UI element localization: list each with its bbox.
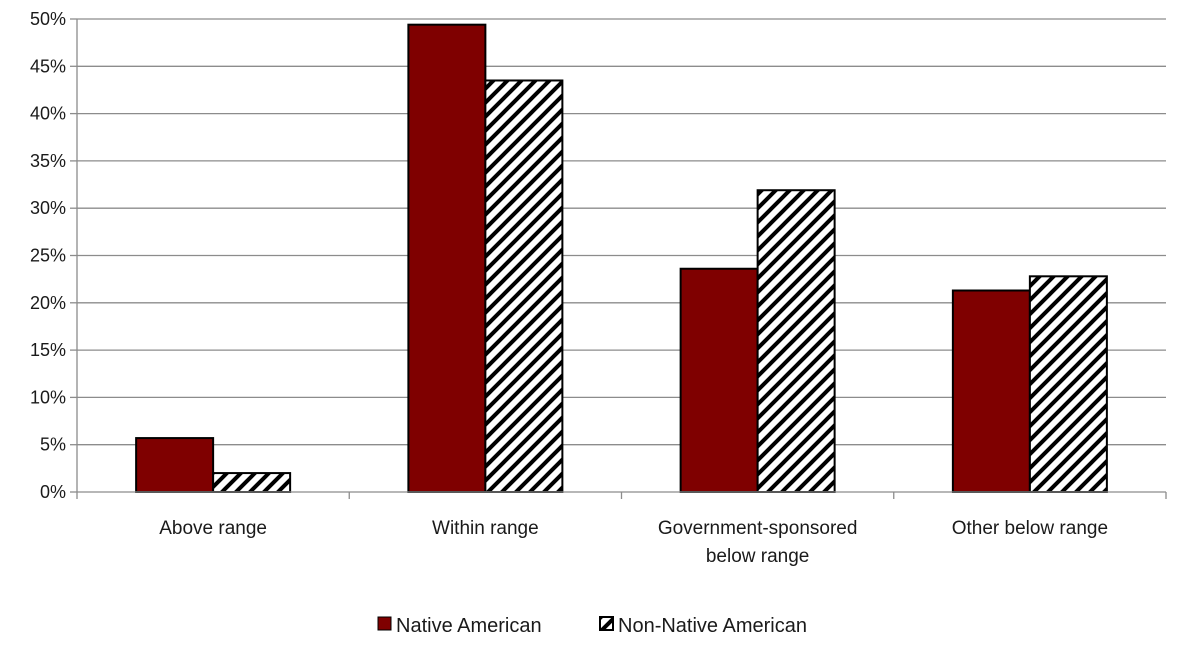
- bar-non-native-american: [1028, 275, 1108, 494]
- bar-native-american: [135, 437, 215, 494]
- y-tick-label: 15%: [30, 340, 66, 360]
- legend-swatch-native-american: [377, 616, 392, 631]
- bar-non-native-american: [756, 189, 836, 493]
- gridlines: [70, 18, 1166, 493]
- y-tick-label: 50%: [30, 9, 66, 29]
- bar-native-american: [407, 23, 487, 494]
- y-tick-label: 0%: [40, 482, 66, 502]
- bar-non-native-american: [484, 79, 564, 494]
- axes: [76, 19, 1167, 499]
- bar-native-american: [679, 267, 759, 493]
- y-tick-label: 35%: [30, 151, 66, 171]
- bars: [135, 23, 1108, 494]
- x-tick-label: below range: [706, 546, 810, 567]
- legend-label-non-native-american: Non-Native American: [618, 615, 807, 637]
- bar-non-native-american: [212, 472, 292, 493]
- y-tick-labels: 0% 5% 10% 15% 20% 25% 30% 35% 40% 45% 50%: [30, 9, 66, 502]
- y-tick-label: 25%: [30, 246, 66, 266]
- x-tick-label: Government-sponsored: [658, 518, 858, 539]
- x-tick-label: Other below range: [952, 518, 1108, 539]
- bar-native-american: [951, 289, 1031, 494]
- y-tick-label: 20%: [30, 293, 66, 313]
- y-tick-label: 40%: [30, 104, 66, 124]
- legend-swatch-non-native-american: [599, 616, 614, 631]
- x-tick-label: Within range: [432, 518, 539, 539]
- y-tick-label: 10%: [30, 387, 66, 407]
- legend: Native American Non-Native American: [377, 615, 807, 637]
- x-tick-labels: Above range Within range Government-sponso…: [159, 518, 1108, 567]
- legend-label-native-american: Native American: [396, 615, 542, 637]
- x-tick-label: Above range: [159, 518, 267, 539]
- y-tick-label: 45%: [30, 56, 66, 76]
- y-tick-label: 5%: [40, 435, 66, 455]
- y-tick-label: 30%: [30, 198, 66, 218]
